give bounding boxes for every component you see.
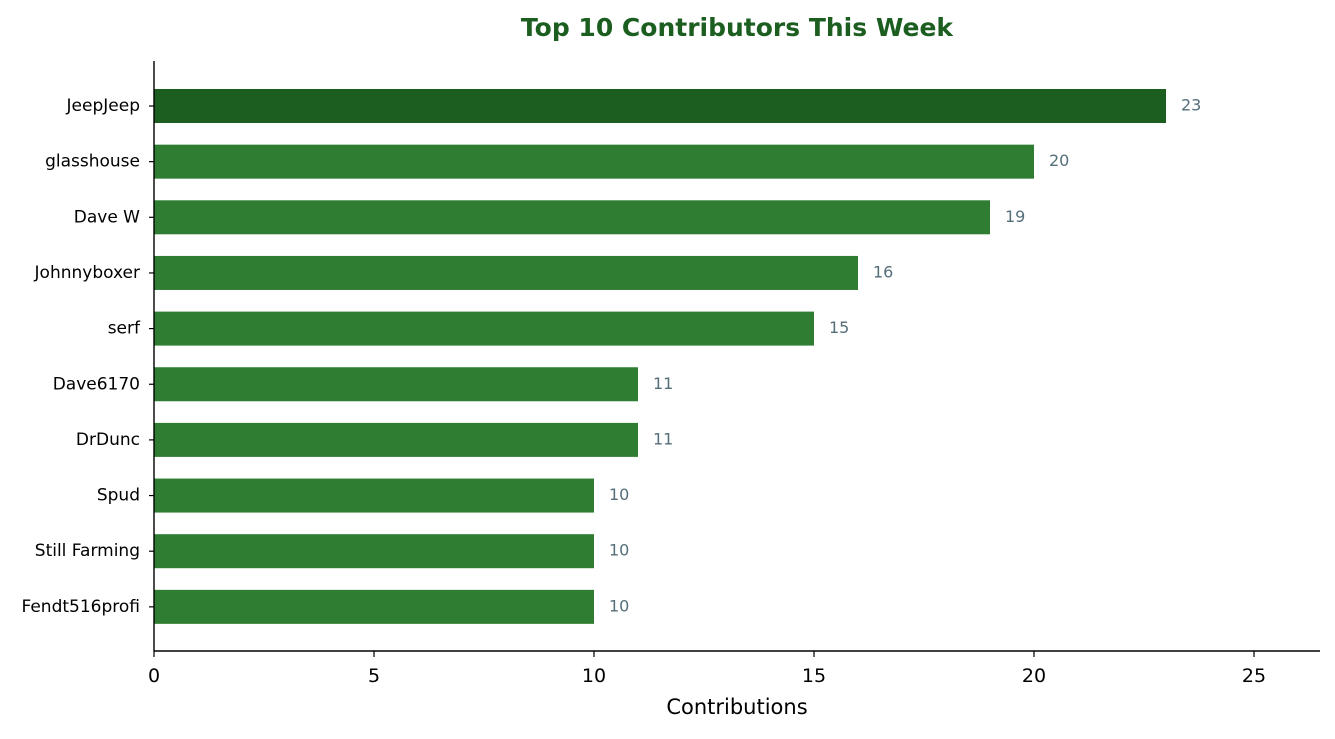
bar-5 bbox=[154, 367, 638, 402]
data-label-0: 23 bbox=[1181, 96, 1201, 115]
x-tick-label-0: 0 bbox=[148, 665, 160, 687]
x-axis-title: Contributions bbox=[666, 695, 807, 719]
bar-9 bbox=[154, 589, 594, 624]
x-ticks-group: 0 5 10 15 20 25 bbox=[148, 651, 1266, 687]
bar-3 bbox=[154, 255, 858, 290]
bar-6 bbox=[154, 422, 638, 457]
x-tick-label-1: 5 bbox=[368, 665, 380, 687]
x-tick-label-4: 20 bbox=[1022, 665, 1046, 687]
category-label-5: Dave6170 bbox=[53, 374, 140, 394]
data-label-1: 20 bbox=[1049, 151, 1069, 170]
data-label-4: 15 bbox=[829, 318, 849, 337]
bar-2 bbox=[154, 200, 990, 235]
data-labels-group: 23 20 19 16 15 11 11 10 10 10 bbox=[609, 96, 1201, 616]
bar-1 bbox=[154, 144, 1034, 179]
bars-group bbox=[154, 89, 1166, 624]
bar-7 bbox=[154, 478, 594, 513]
category-label-1: glasshouse bbox=[45, 152, 140, 172]
category-label-6: DrDunc bbox=[76, 430, 140, 450]
data-label-5: 11 bbox=[653, 374, 673, 393]
category-label-8: Still Farming bbox=[35, 541, 140, 561]
data-label-2: 19 bbox=[1005, 207, 1025, 226]
x-tick-label-5: 25 bbox=[1242, 665, 1266, 687]
category-label-0: JeepJeep bbox=[66, 96, 140, 116]
category-label-3: Johnnyboxer bbox=[34, 263, 140, 283]
category-label-2: Dave W bbox=[74, 207, 140, 227]
x-tick-label-3: 15 bbox=[802, 665, 826, 687]
x-tick-label-2: 10 bbox=[582, 665, 606, 687]
data-label-7: 10 bbox=[609, 485, 629, 504]
data-label-6: 11 bbox=[653, 429, 673, 448]
category-label-4: serf bbox=[108, 319, 141, 339]
bar-8 bbox=[154, 534, 594, 569]
bar-4 bbox=[154, 311, 814, 346]
data-label-9: 10 bbox=[609, 596, 629, 615]
data-label-3: 16 bbox=[873, 262, 893, 281]
chart-title: Top 10 Contributors This Week bbox=[521, 13, 955, 42]
category-labels-group: JeepJeep glasshouse Dave W Johnnyboxer serf D… bbox=[21, 96, 154, 617]
data-label-8: 10 bbox=[609, 541, 629, 560]
category-label-9: Fendt516profi bbox=[21, 597, 140, 617]
bar-0 bbox=[154, 89, 1166, 123]
category-label-7: Spud bbox=[97, 486, 140, 506]
